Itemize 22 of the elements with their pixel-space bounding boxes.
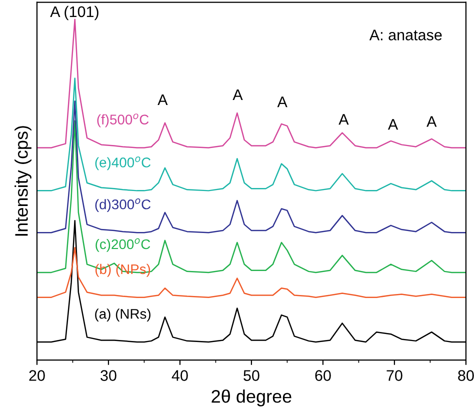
annotation: A <box>277 96 288 108</box>
x-axis-title: 2θ degree <box>212 390 292 406</box>
annotation: A: anatase <box>369 30 442 40</box>
series-label: (c)200$^{o}$C <box>96 238 150 252</box>
series-label: (d)300$^{o}$C <box>95 198 151 212</box>
annotation: A (101) <box>50 6 98 20</box>
annotation: A <box>388 119 398 130</box>
x-tick-label: 70 <box>386 370 402 381</box>
annotation: A <box>158 94 168 105</box>
x-tick-label: 60 <box>315 370 331 381</box>
series-label: (f)500$^{o}$C <box>97 114 149 128</box>
series-label: (a) (NRs) <box>95 308 150 322</box>
x-tick-label: 40 <box>172 370 188 381</box>
annotation: A <box>232 89 243 100</box>
annotation: A <box>338 114 349 125</box>
annotation: A <box>426 116 437 127</box>
series-label: (e)400$^{o}$C <box>95 156 151 170</box>
x-tick-label: 80 <box>458 370 474 381</box>
y-axis-title: Intensity (cps) <box>14 126 32 236</box>
x-tick-label: 30 <box>100 370 116 381</box>
x-tick-label: 50 <box>244 370 260 381</box>
x-tick-label: 20 <box>29 370 45 381</box>
